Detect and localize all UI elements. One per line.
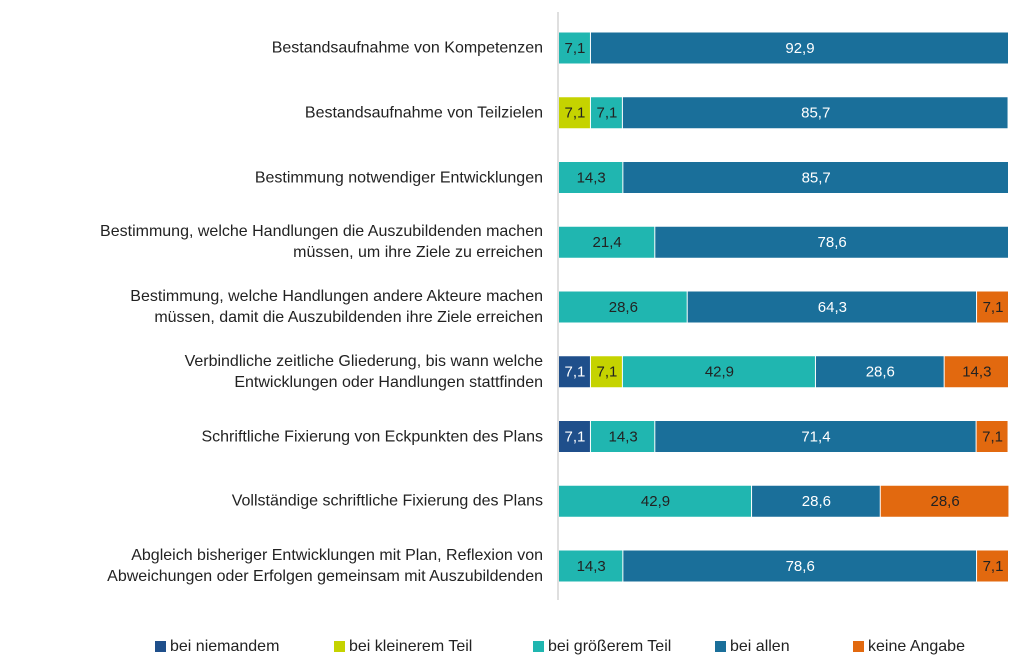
value-label: 14,3 (577, 558, 606, 575)
bar-segment (559, 291, 687, 323)
bar-segment (590, 421, 655, 452)
bar-segment (655, 226, 1008, 258)
category-label: Bestimmung notwendiger Entwicklungen (254, 169, 543, 186)
legend-swatch (334, 641, 345, 652)
bar-segment (622, 356, 815, 388)
bar-segment (590, 97, 622, 129)
value-label: 14,3 (577, 169, 606, 186)
value-label: 64,3 (818, 299, 847, 316)
bar-segment (623, 162, 1008, 193)
bar-segment (815, 356, 944, 388)
legend-item: keine Angabe (853, 638, 965, 655)
bar-segment (622, 97, 1008, 129)
value-label: 14,3 (609, 428, 638, 445)
value-label: 85,7 (802, 169, 831, 186)
legend-swatch (715, 641, 726, 652)
value-label: 78,6 (786, 558, 815, 575)
bar-segment (559, 356, 590, 388)
legend-label: bei kleinerem Teil (349, 638, 472, 655)
bar-segment (977, 291, 1008, 323)
value-label: 7,1 (596, 364, 617, 381)
value-label: 85,7 (801, 105, 830, 122)
bar-segment (559, 162, 623, 193)
category-label: Vollständige schriftliche Fixierung des … (231, 492, 543, 510)
legend-swatch (155, 641, 166, 652)
bar-segment (590, 32, 1008, 64)
value-label: 7,1 (596, 105, 617, 122)
legend-item: bei allen (715, 638, 790, 655)
value-label: 28,6 (609, 299, 638, 316)
value-label: 14,3 (962, 364, 991, 381)
value-label: 92,9 (785, 40, 814, 57)
value-label: 71,4 (801, 428, 830, 445)
legend-label: bei niemandem (170, 638, 279, 655)
value-label: 21,4 (593, 234, 622, 251)
value-label: 7,1 (565, 428, 586, 445)
value-label: 28,6 (802, 493, 831, 510)
bar-segment (977, 550, 1008, 582)
category-label: Schriftliche Fixierung von Eckpunkten de… (201, 428, 543, 445)
bar-segment (880, 485, 1009, 517)
bar-segment (559, 485, 752, 517)
legend-swatch (853, 641, 864, 652)
bar-segment (559, 32, 590, 64)
value-label: 28,6 (930, 493, 959, 510)
bar-segment (687, 291, 977, 323)
value-label: 28,6 (866, 364, 895, 381)
value-label: 7,1 (565, 364, 586, 381)
value-label: 7,1 (565, 40, 586, 57)
value-label: 42,9 (641, 493, 670, 510)
bar-segment (559, 226, 655, 258)
legend-swatch (533, 641, 544, 652)
bar-segment (590, 356, 622, 388)
category-label: Bestimmung, welche Handlungen andere Akt… (130, 288, 543, 326)
value-label: 42,9 (705, 364, 734, 381)
legend-item: bei größerem Teil (533, 638, 671, 655)
value-label: 7,1 (565, 105, 586, 122)
legend-item: bei kleinerem Teil (334, 638, 472, 655)
legend-label: keine Angabe (868, 638, 965, 655)
value-label: 78,6 (818, 234, 847, 251)
bar-segment (623, 550, 977, 582)
bar-segment (752, 485, 880, 517)
value-label: 7,1 (982, 428, 1003, 445)
legend-label: bei größerem Teil (548, 638, 671, 655)
category-label: Abgleich bisheriger Entwicklungen mit Pl… (107, 547, 543, 585)
bar-segment (655, 421, 976, 452)
category-label: Bestandsaufnahme von Teilzielen (304, 104, 543, 122)
bar-segment (976, 421, 1008, 452)
category-label: Bestimmung, welche Handlungen die Auszub… (100, 223, 543, 262)
bar-segment (559, 421, 590, 452)
category-label: Verbindliche zeitliche Gliederung, bis w… (184, 352, 543, 391)
bar-segment (944, 356, 1008, 388)
value-label: 7,1 (983, 558, 1004, 575)
value-label: 7,1 (983, 299, 1004, 316)
legend-item: bei niemandem (155, 638, 279, 655)
legend-label: bei allen (730, 638, 790, 655)
bar-segment (559, 97, 590, 129)
category-label: Bestandsaufnahme von Kompetenzen (271, 39, 543, 57)
bar-segment (559, 550, 623, 582)
